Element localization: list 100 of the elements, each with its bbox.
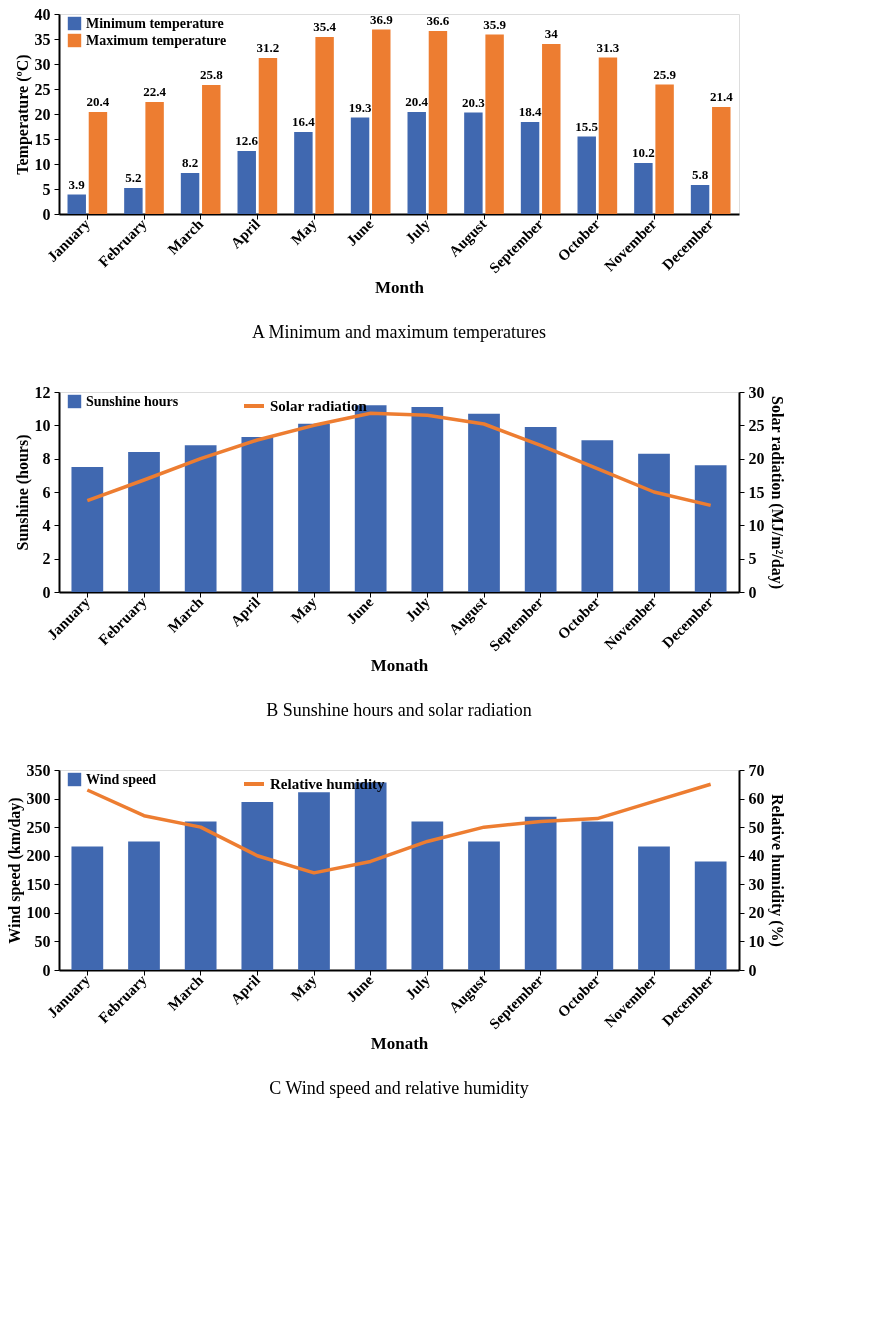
text: A Minimum and maximum temperatures: [252, 321, 546, 342]
y-tick-label: 25: [34, 80, 51, 98]
bar: [372, 29, 391, 214]
data-label: 35.9: [483, 16, 507, 32]
bar: [184, 821, 217, 970]
data-label: 31.3: [596, 39, 620, 55]
y-tick-label: 50: [34, 932, 51, 950]
data-label: 31.2: [256, 40, 280, 55]
y-tick-label: 15: [34, 130, 51, 148]
bar: [520, 122, 540, 214]
bar: [542, 44, 561, 214]
data-label: 22.4: [143, 84, 167, 99]
bar: [464, 112, 483, 214]
bar: [581, 440, 614, 592]
data-label: 20.4: [86, 94, 110, 109]
data-label: 18.4: [518, 104, 542, 119]
y-tick-label: 0: [42, 205, 51, 223]
data-label: 12.6: [235, 133, 259, 148]
bar: [315, 37, 334, 214]
bar: [71, 467, 104, 592]
line-series: [85, 411, 713, 508]
y-tick-label: 100: [26, 904, 51, 922]
y-axis-title: Wind speed (km/day): [5, 797, 24, 944]
bar: [468, 841, 500, 970]
x-tick-label: June: [343, 593, 377, 627]
y-tick-label: 10: [34, 416, 51, 434]
bar: [294, 132, 313, 214]
bar: [598, 57, 618, 214]
legend-label: Solar radiation: [270, 398, 368, 414]
bar: [524, 427, 557, 592]
data-label: 35.4: [313, 19, 337, 34]
bar: [407, 112, 426, 214]
data-label: 16.4: [292, 114, 316, 129]
bar: [258, 58, 278, 214]
y-tick-label: 4: [42, 516, 51, 534]
y-tick-label: 35: [34, 30, 51, 48]
bar: [298, 423, 330, 592]
bar: [638, 846, 670, 970]
data-label: 5.2: [125, 170, 142, 185]
bar: [67, 194, 86, 214]
y2-tick-label: 20: [748, 904, 765, 922]
bar: [694, 465, 727, 592]
bar: [428, 31, 448, 214]
data-label: 20.4: [405, 94, 429, 109]
y2-tick-label: 30: [748, 875, 765, 893]
bar: [411, 407, 444, 592]
y2-tick-label: 50: [748, 818, 765, 836]
legend-label: Sunshine hours: [86, 393, 179, 409]
bar: [638, 453, 670, 592]
y-tick-label: 250: [26, 818, 51, 836]
x-tick-label: July: [402, 215, 434, 247]
y2-tick-label: 40: [748, 847, 765, 865]
x-tick-label: July: [402, 971, 434, 1003]
bar: [468, 413, 500, 592]
bar: [184, 445, 217, 592]
y-tick-label: 40: [34, 5, 51, 23]
bar: [241, 437, 274, 592]
bar: [237, 151, 256, 214]
bar: [128, 452, 160, 592]
bar: [694, 861, 727, 970]
legend-label: Relative humidity: [270, 776, 386, 792]
x-axis-title: Monath: [370, 656, 429, 676]
bar: [298, 792, 330, 970]
bar: [411, 821, 444, 970]
y-tick-label: 10: [34, 155, 51, 173]
bar: [180, 173, 200, 214]
y-tick-label: 20: [34, 105, 51, 123]
legend-label: Minimum temperature: [86, 15, 224, 31]
y2-tick-label: 10: [748, 932, 765, 950]
bar: [634, 163, 653, 214]
data-label: 5.8: [691, 167, 709, 182]
y-axis-title: Temperature (ºC): [13, 54, 32, 175]
y-tick-label: 8: [42, 450, 51, 468]
x-tick-label: July: [402, 593, 434, 625]
y2-tick-label: 70: [748, 761, 765, 779]
y2-tick-label: 30: [748, 383, 765, 401]
data-label: 36.6: [426, 13, 450, 28]
y-tick-label: 300: [26, 790, 51, 808]
bar: [124, 188, 143, 214]
y2-tick-label: 5: [748, 550, 757, 568]
y-tick-label: 6: [42, 483, 51, 501]
y2-tick-label: 25: [748, 416, 765, 434]
data-label: 10.2: [632, 145, 655, 160]
bar: [577, 136, 596, 214]
y-tick-label: 30: [34, 55, 51, 73]
y-tick-label: 2: [42, 550, 51, 568]
bar: [655, 84, 674, 214]
y2-tick-label: 0: [748, 583, 757, 601]
bar: [145, 102, 164, 214]
y2-tick-label: 60: [748, 790, 765, 808]
data-label: 25.8: [199, 67, 224, 82]
y-tick-label: 350: [26, 761, 51, 779]
bar: [241, 802, 274, 970]
y-tick-label: 5: [42, 180, 51, 198]
legend-label: Wind speed: [86, 771, 157, 787]
data-label: 19.3: [348, 99, 372, 115]
data-label: 8.2: [181, 155, 199, 170]
text: B Sunshine hours and solar radiation: [266, 699, 532, 720]
data-label: 21.4: [709, 89, 734, 104]
y2-tick-label: 10: [748, 516, 765, 534]
